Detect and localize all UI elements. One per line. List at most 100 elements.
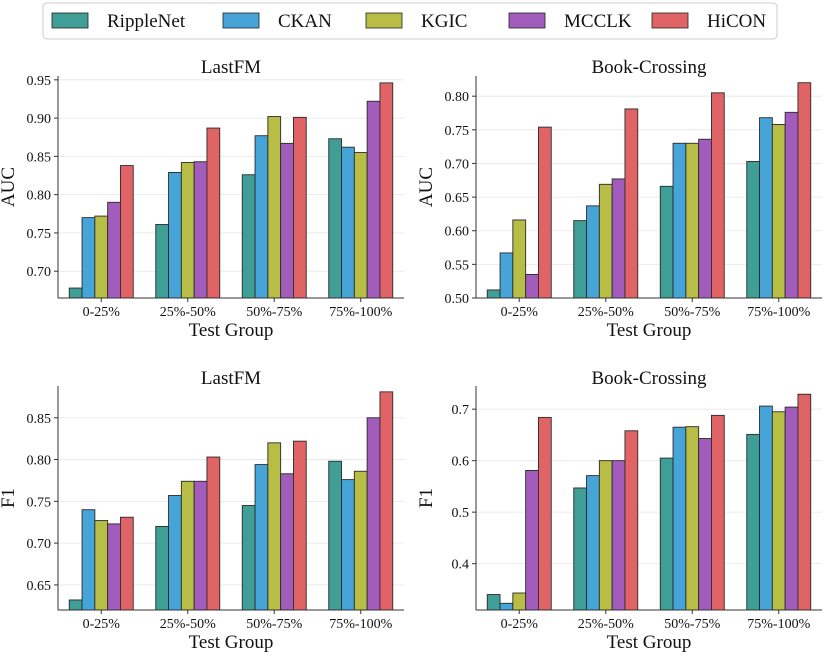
bar-ripplenet-25%-50% <box>573 487 588 611</box>
bar-mcclk-0-25% <box>525 470 539 611</box>
x-tick-label: 0-25% <box>83 617 121 632</box>
y-tick-label: 0.6 <box>452 455 470 470</box>
bar-ckan-0-25% <box>81 509 96 611</box>
y-axis-label: F1 <box>416 488 437 508</box>
bar-kgic-0-25% <box>94 215 109 299</box>
bar-hicon-50%-75% <box>711 414 725 611</box>
bar-ripplenet-25%-50% <box>155 224 170 299</box>
bar-kgic-75%-100% <box>771 411 786 611</box>
bar-mcclk-75%-100% <box>784 406 799 611</box>
bar-hicon-75%-100% <box>797 82 812 299</box>
y-tick-label: 0.55 <box>445 258 470 273</box>
x-tick-label: 0-25% <box>501 617 539 632</box>
bar-ripplenet-25%-50% <box>573 220 588 299</box>
bar-kgic-50%-75% <box>685 426 700 611</box>
y-tick-label: 0.65 <box>445 191 470 206</box>
bar-mcclk-25%-50% <box>193 161 208 299</box>
bar-kgic-50%-75% <box>267 442 282 611</box>
bar-ripplenet-0-25% <box>68 287 83 299</box>
y-tick-label: 0.70 <box>445 157 470 172</box>
x-axis-label: Test Group <box>607 632 692 653</box>
legend-label-kgic: KGIC <box>421 11 467 32</box>
x-tick-label: 75%-100% <box>329 305 392 320</box>
bar-ckan-50%-75% <box>254 135 269 299</box>
bar-mcclk-0-25% <box>525 274 539 299</box>
bar-hicon-50%-75% <box>293 116 307 299</box>
y-axis-label: AUC <box>416 167 437 207</box>
bar-hicon-25%-50% <box>206 456 221 611</box>
y-tick-label: 0.70 <box>27 537 52 552</box>
bar-mcclk-25%-50% <box>611 178 626 299</box>
bar-hicon-75%-100% <box>797 393 812 611</box>
bar-ripplenet-0-25% <box>486 594 501 611</box>
y-tick-label: 0.65 <box>27 579 52 594</box>
y-tick-label: 0.5 <box>452 506 470 521</box>
chart-title: LastFM <box>201 368 261 389</box>
bar-ckan-75%-100% <box>759 117 773 299</box>
bar-ripplenet-50%-75% <box>659 185 674 299</box>
bar-ckan-0-25% <box>81 217 96 299</box>
y-tick-label: 0.60 <box>445 225 470 240</box>
bar-kgic-25%-50% <box>598 183 613 299</box>
panel-lastfm-f1: 0.65 0.70 0.75 0.80 0.85 0-25% 25%-50% 50%-75% 7… <box>0 368 404 653</box>
legend-label-ckan: CKAN <box>278 11 332 32</box>
x-tick-label: 75%-100% <box>747 305 810 320</box>
y-tick-label: 0.4 <box>452 558 470 573</box>
bar-ripplenet-75%-100% <box>328 460 343 611</box>
bar-kgic-25%-50% <box>180 162 195 299</box>
y-axis-label: F1 <box>0 488 19 508</box>
bar-mcclk-50%-75% <box>698 438 712 611</box>
y-tick-label: 0.50 <box>445 292 470 307</box>
bar-mcclk-50%-75% <box>698 138 712 299</box>
legend-swatch-ckan <box>222 12 260 29</box>
x-tick-label: 50%-75% <box>246 305 302 320</box>
bar-hicon-50%-75% <box>293 440 307 611</box>
y-axis-label: AUC <box>0 167 19 207</box>
x-tick-label: 75%-100% <box>747 617 810 632</box>
x-tick-label: 50%-75% <box>246 617 302 632</box>
bar-hicon-0-25% <box>538 126 552 299</box>
legend-frame <box>42 2 778 40</box>
bar-ckan-0-25% <box>499 252 514 299</box>
bar-mcclk-50%-75% <box>280 142 294 299</box>
bar-kgic-0-25% <box>512 592 527 611</box>
bar-ckan-25%-50% <box>168 172 182 299</box>
bar-kgic-0-25% <box>94 520 109 611</box>
legend-swatch-kgic <box>365 12 403 29</box>
panel-bookcrossing-f1: 0.4 0.5 0.6 0.7 0-25% 25%-50% 50%-75% 75%-100% B… <box>416 368 822 653</box>
legend-swatch-ripplenet <box>51 12 89 29</box>
legend-label-mcclk: MCCLK <box>564 11 632 32</box>
x-tick-label: 25%-50% <box>578 617 634 632</box>
x-tick-label: 0-25% <box>83 305 121 320</box>
legend-swatch-hicon <box>651 12 689 29</box>
bar-ripplenet-25%-50% <box>155 525 170 611</box>
y-tick-label: 0.85 <box>27 412 52 427</box>
bar-ckan-50%-75% <box>672 142 687 299</box>
chart-title: Book-Crossing <box>591 57 707 78</box>
bar-hicon-25%-50% <box>206 127 221 299</box>
y-tick-label: 0.80 <box>445 90 470 105</box>
legend-swatch-mcclk <box>508 12 546 29</box>
bar-mcclk-50%-75% <box>280 473 294 611</box>
bar-hicon-50%-75% <box>711 92 725 299</box>
bar-hicon-0-25% <box>119 516 134 611</box>
x-tick-label: 0-25% <box>501 305 539 320</box>
bar-ripplenet-75%-100% <box>746 433 761 611</box>
legend: RippleNet CKAN KGIC MCCLK HiCON <box>42 2 778 40</box>
x-tick-label: 25%-50% <box>160 617 216 632</box>
y-tick-label: 0.80 <box>27 189 52 204</box>
bar-mcclk-0-25% <box>107 201 121 299</box>
bar-ckan-25%-50% <box>586 205 600 299</box>
bar-kgic-25%-50% <box>180 480 195 611</box>
bar-kgic-75%-100% <box>353 152 368 299</box>
bar-ckan-75%-100% <box>341 146 355 299</box>
bar-kgic-75%-100% <box>771 123 786 299</box>
chart-title: LastFM <box>201 57 261 78</box>
panel-bookcrossing-auc: 0.50 0.55 0.60 0.65 0.70 0.75 0.80 0-25% 25%-50%… <box>416 57 822 341</box>
y-tick-label: 0.75 <box>27 227 52 242</box>
bar-ripplenet-0-25% <box>486 289 501 299</box>
bar-ripplenet-50%-75% <box>241 174 256 299</box>
bar-kgic-75%-100% <box>353 470 368 611</box>
y-tick-label: 0.90 <box>27 112 52 127</box>
